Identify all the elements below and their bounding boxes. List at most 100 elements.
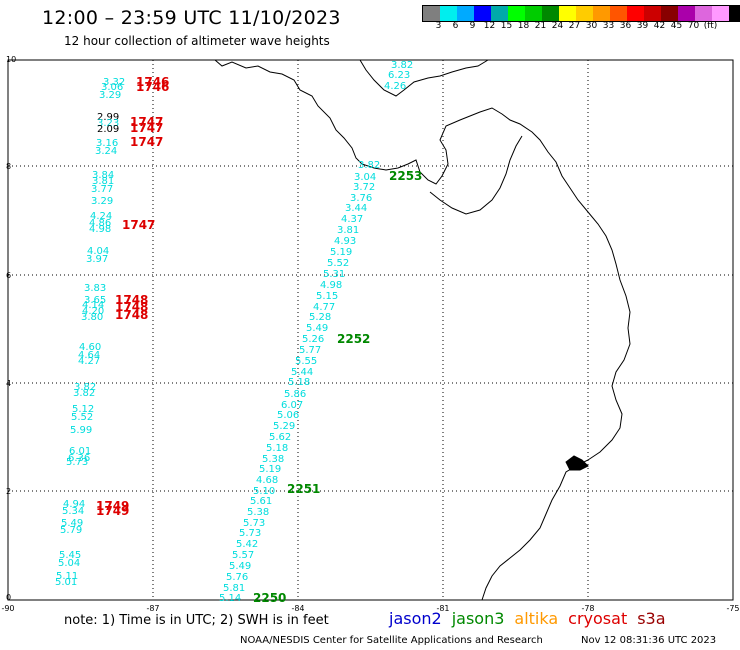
legend-cryosat: cryosat	[568, 609, 628, 628]
jason3-time-label: 2250	[253, 591, 286, 605]
wave-height-value: 3.06	[101, 82, 123, 93]
wave-height-value: 5.10	[253, 486, 275, 497]
wave-height-value: 6.01	[69, 446, 91, 457]
lon-label: -90	[1, 604, 14, 613]
wave-height-value: 3.84	[92, 170, 114, 181]
diagonal-track-values: 3.826.234.263.823.043.723.763.444.373.81…	[219, 60, 413, 604]
color-scale-label: 45	[670, 21, 683, 31]
wave-height-value: 5.49	[61, 518, 83, 529]
wave-height-value: 5.29	[273, 421, 295, 432]
cryosat-time-label: 1748	[115, 293, 148, 307]
color-scale-label: 24	[551, 21, 564, 31]
jason3-time-label: 2251	[287, 482, 320, 496]
color-scale-label: 21	[534, 21, 547, 31]
wave-height-value: 2.09	[97, 124, 119, 135]
wave-height-value: 3.04	[354, 172, 376, 183]
wave-height-value: 5.61	[250, 496, 272, 507]
color-scale-label: 36	[619, 21, 632, 31]
wave-height-value: 3.65	[84, 295, 106, 306]
color-swatch	[576, 6, 593, 21]
wave-height-value: 5.18	[288, 377, 310, 388]
color-swatch	[525, 6, 542, 21]
wave-height-value: 5.45	[59, 550, 81, 561]
cryosat-time-label: 1747	[130, 121, 163, 135]
wave-height-value: 4.68	[256, 475, 278, 486]
color-scale-label: 30	[585, 21, 598, 31]
color-swatch	[678, 6, 695, 21]
gulf-coast	[429, 135, 523, 215]
wave-height-value: 3.32	[103, 77, 125, 88]
lon-grid	[152, 60, 589, 600]
lat-label: 0	[6, 593, 11, 602]
wave-height-value: 5.31	[323, 269, 345, 280]
wave-height-value: 4.98	[89, 224, 111, 235]
cryosat-time-label: 1747	[130, 135, 163, 149]
color-swatch	[542, 6, 559, 21]
color-scale-label: (ft)	[703, 21, 718, 31]
wave-height-value: 3.77	[91, 184, 113, 195]
color-swatch	[712, 6, 729, 21]
wave-height-value: 3.76	[350, 193, 372, 204]
wave-height-value: 5.52	[327, 258, 349, 269]
cryosat-time-label: 1748	[115, 308, 148, 322]
wave-height-value: 5.15	[316, 291, 338, 302]
wave-height-value: 4.24	[90, 211, 112, 222]
jason3-time-labels: 2253 2252 2251 2250	[253, 169, 422, 605]
left-track-values: 3.323.063.292.993.232.093.163.243.843.81…	[55, 77, 125, 588]
wave-height-value: 4.64	[78, 350, 100, 361]
wave-height-value: 5.73	[239, 528, 261, 539]
wave-height-value: 3.82	[73, 388, 95, 399]
color-scale-label: 33	[602, 21, 615, 31]
color-swatch	[610, 6, 627, 21]
color-scale-label: 6	[452, 21, 459, 31]
wave-height-value: 4.94	[63, 499, 85, 510]
lat-label: 2	[6, 487, 11, 496]
lon-label: -75	[726, 604, 739, 613]
legend-jason3: jason3	[451, 609, 505, 628]
color-swatch	[559, 6, 576, 21]
wave-height-value: 5.76	[226, 572, 248, 583]
color-swatch	[474, 6, 491, 21]
wave-height-value: 2.99	[97, 112, 119, 123]
wave-height-value: 6.36	[68, 453, 90, 464]
legend-altika: altika	[514, 609, 559, 628]
wave-height-value: 5.99	[70, 425, 92, 436]
wave-height-value: 3.81	[92, 176, 114, 187]
map-subtitle: 12 hour collection of altimeter wave hei…	[64, 34, 330, 48]
lon-label: -81	[436, 604, 449, 613]
footer-note: note: 1) Time is in UTC; 2) SWH is in fe…	[64, 613, 329, 628]
color-scale-label: 42	[653, 21, 666, 31]
wave-height-value: 5.52	[71, 412, 93, 423]
wave-height-value: 4.26	[384, 81, 406, 92]
color-scale-label: 9	[469, 21, 476, 31]
wave-height-value: 3.24	[95, 146, 117, 157]
wave-height-value: 5.57	[232, 550, 254, 561]
wave-height-value: 5.12	[72, 404, 94, 415]
wave-height-value: 3.81	[337, 225, 359, 236]
color-swatch	[593, 6, 610, 21]
wave-height-value: 4.60	[79, 342, 101, 353]
lat-label: 8	[6, 162, 11, 171]
color-scale-label: 39	[636, 21, 649, 31]
lat-label: 10	[6, 55, 16, 64]
wave-height-value: 5.55	[295, 356, 317, 367]
color-scale-label: 27	[568, 21, 581, 31]
color-scale-label: 3	[435, 21, 442, 31]
wave-height-value: 5.19	[330, 247, 352, 258]
wave-height-value: 3.29	[91, 196, 113, 207]
wave-height-value: 3.82	[358, 160, 380, 171]
color-swatch	[440, 6, 457, 21]
color-scale-label: 12	[483, 21, 496, 31]
wave-height-value: 5.18	[266, 443, 288, 454]
wave-height-value: 4.37	[341, 214, 363, 225]
wave-height-value: 5.77	[299, 345, 321, 356]
credit-line: NOAA/NESDIS Center for Satellite Applica…	[240, 635, 543, 646]
cryosat-time-label: 1748	[115, 300, 148, 314]
wave-height-value: 4.77	[313, 302, 335, 313]
wave-height-value: 3.83	[84, 283, 106, 294]
jason3-time-label: 2253	[389, 169, 422, 183]
lat-grid	[8, 165, 733, 492]
wave-height-value: 6.23	[388, 70, 410, 81]
color-swatch	[508, 6, 525, 21]
cryosat-time-label: 1747	[130, 115, 163, 129]
